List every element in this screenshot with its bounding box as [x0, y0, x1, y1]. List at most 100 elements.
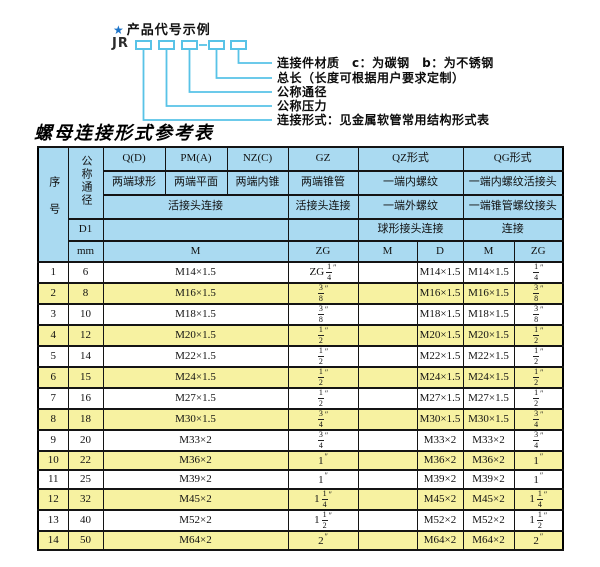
cell-qg_m: M16×1.5: [462, 282, 515, 305]
table-title: 螺母连接形式参考表: [34, 123, 214, 143]
cell-no: 12: [37, 488, 69, 511]
cell-qz_m: [357, 488, 418, 511]
cell-qz_m: [357, 530, 418, 551]
table-row: 10 22 M36×2 1″ M36×2 M36×2 1″: [37, 450, 564, 471]
table-row: 3 10 M18×1.5 3 8 ″ M18×1.5 M18×1.5 3 8 ″: [37, 303, 564, 326]
cell-zg: 1 2 ″: [287, 387, 359, 410]
header-col-qg: QG形式: [462, 146, 564, 172]
cell-qz_m: [357, 450, 418, 471]
cell-zg: 3 4 ″: [287, 408, 359, 431]
label-form: 连接形式：见金属软管常用结构形式表: [277, 113, 490, 127]
cell-m: M45×2: [102, 488, 289, 511]
cell-no: 8: [37, 408, 69, 431]
cell-zg: 1 1 4 ″: [287, 488, 359, 511]
cell-qz_d: M45×2: [416, 488, 464, 511]
cell-mm: 10: [67, 303, 104, 326]
header-gz-desc: 两端锥管: [287, 170, 359, 196]
header-zg-qg: ZG: [513, 240, 564, 263]
cell-qz_m: [357, 408, 418, 431]
cell-m: M22×1.5: [102, 345, 289, 368]
cell-qg_zg: 1″: [513, 469, 564, 490]
cell-qg_zg: 1 2 ″: [513, 345, 564, 368]
table-row: 5 14 M22×1.5 1 2 ″ M22×1.5 M22×1.5 1 2 ″: [37, 345, 564, 368]
cell-mm: 20: [67, 429, 104, 452]
cell-m: M24×1.5: [102, 366, 289, 389]
code-box-3: [181, 40, 198, 50]
cell-qz_d: M16×1.5: [416, 282, 464, 305]
header-col-qz: QZ形式: [357, 146, 464, 172]
header-union-connection: 活接头连接: [102, 194, 289, 220]
cell-zg: 1 2 ″: [287, 324, 359, 347]
header-d-qz: D: [416, 240, 464, 263]
cell-qg_m: M39×2: [462, 469, 515, 490]
cell-qg_zg: 3 4 ″: [513, 429, 564, 452]
header-col-pm: PM(A): [164, 146, 228, 172]
cell-mm: 18: [67, 408, 104, 431]
cell-mm: 50: [67, 530, 104, 551]
cell-no: 6: [37, 366, 69, 389]
cell-qz_d: M18×1.5: [416, 303, 464, 326]
cell-qg_m: M24×1.5: [462, 366, 515, 389]
cell-no: 11: [37, 469, 69, 490]
cell-m: M39×2: [102, 469, 289, 490]
cell-qg_zg: 1 2 ″: [513, 387, 564, 410]
cell-qg_m: M18×1.5: [462, 303, 515, 326]
table-row: 11 25 M39×2 1″ M39×2 M39×2 1″: [37, 469, 564, 490]
header-serial: 序号: [37, 146, 69, 263]
header-nz-desc: 两端内锥: [226, 170, 289, 196]
cell-qz_d: M36×2: [416, 450, 464, 471]
cell-qg_m: M20×1.5: [462, 324, 515, 347]
cell-qz_d: M27×1.5: [416, 387, 464, 410]
diagram-heading: ★ 产品代号示例: [113, 19, 211, 38]
header-m-merged: M: [102, 240, 289, 263]
cell-zg: 1 1 2 ″: [287, 509, 359, 532]
cell-no: 14: [37, 530, 69, 551]
header-m-qg: M: [462, 240, 515, 263]
cell-qg_zg: 1 2 ″: [513, 366, 564, 389]
header-empty-gz: [287, 218, 359, 242]
cell-no: 3: [37, 303, 69, 326]
label-diameter: 公称通径: [277, 85, 328, 99]
cell-zg: 1 2 ″: [287, 345, 359, 368]
cell-qg_m: M52×2: [462, 509, 515, 532]
header-qz-desc2: 一端外螺纹: [357, 194, 464, 220]
cell-m: M36×2: [102, 450, 289, 471]
cell-no: 13: [37, 509, 69, 532]
cell-qz_m: [357, 469, 418, 490]
cell-zg: ZG 1 4 ″: [287, 261, 359, 284]
cell-qz_m: [357, 509, 418, 532]
connector-line-form: [142, 49, 272, 121]
cell-qz_d: M24×1.5: [416, 366, 464, 389]
cell-qg_zg: 3 8 ″: [513, 303, 564, 326]
cell-no: 4: [37, 324, 69, 347]
header-pm-desc: 两端平面: [164, 170, 228, 196]
star-icon: ★: [113, 23, 125, 37]
cell-m: M33×2: [102, 429, 289, 452]
table-row: 4 12 M20×1.5 1 2 ″ M20×1.5 M20×1.5 1 2 ″: [37, 324, 564, 347]
product-code-prefix: JR: [112, 36, 129, 51]
header-gz-connection: 活接头连接: [287, 194, 359, 220]
connector-line-material: [237, 49, 272, 64]
cell-zg: 2″: [287, 530, 359, 551]
cell-qz_d: M33×2: [416, 429, 464, 452]
cell-qz_m: [357, 366, 418, 389]
cell-mm: 14: [67, 345, 104, 368]
table-row: 1 6 M14×1.5 ZG 1 4 ″ M14×1.5 M14×1.5 1 4 ″: [37, 261, 564, 284]
cell-qg_zg: 1″: [513, 450, 564, 471]
cell-qg_m: M36×2: [462, 450, 515, 471]
nut-connection-table: 序号 公称通径 Q(D) PM(A) NZ(C) GZ QZ形式 QG形式 两端…: [37, 146, 564, 551]
header-mm: mm: [67, 240, 104, 263]
cell-qz_d: M20×1.5: [416, 324, 464, 347]
cell-qz_m: [357, 345, 418, 368]
table-row: 13 40 M52×2 1 1 2 ″ M52×2 M52×2 1 1 2 ″: [37, 509, 564, 532]
table-row: 6 15 M24×1.5 1 2 ″ M24×1.5 M24×1.5 1 2 ″: [37, 366, 564, 389]
cell-qz_m: [357, 387, 418, 410]
header-zg-gz: ZG: [287, 240, 359, 263]
cell-qz_d: M14×1.5: [416, 261, 464, 284]
cell-qg_m: M14×1.5: [462, 261, 515, 284]
header-empty-union: [102, 218, 289, 242]
header-qz-desc1: 一端内螺纹: [357, 170, 464, 196]
cell-zg: 3 8 ″: [287, 282, 359, 305]
cell-mm: 6: [67, 261, 104, 284]
cell-m: M30×1.5: [102, 408, 289, 431]
